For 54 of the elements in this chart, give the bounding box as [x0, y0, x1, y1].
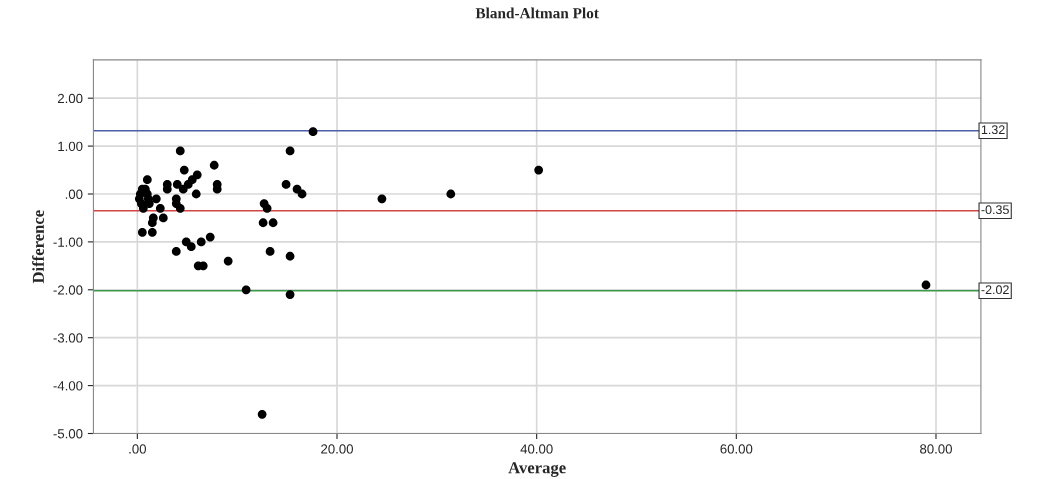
point	[175, 203, 185, 213]
point	[285, 251, 295, 261]
point	[262, 203, 272, 213]
point	[171, 247, 181, 256]
point	[205, 232, 215, 242]
y-tick-label: .00	[65, 189, 83, 199]
point	[285, 146, 295, 156]
ref-line-label: -2.02	[981, 285, 1009, 295]
point	[241, 285, 251, 295]
point	[534, 165, 544, 175]
point	[158, 213, 168, 223]
point	[257, 409, 267, 419]
x-tick-label: 20.00	[321, 444, 353, 454]
point	[209, 160, 219, 170]
x-tick-label: 80.00	[920, 444, 952, 454]
point	[285, 290, 295, 299]
point	[186, 242, 196, 252]
ref-line-label: -0.35	[981, 205, 1009, 215]
y-tick-label: 2.00	[57, 93, 83, 104]
y-tick-label: -2.00	[53, 285, 83, 295]
point	[297, 189, 307, 199]
point	[268, 218, 278, 228]
point	[191, 189, 201, 199]
x-tick-label: 40.00	[520, 444, 553, 454]
y-axis-title: Difference	[32, 210, 44, 284]
x-tick-label: .00	[129, 444, 146, 454]
point	[223, 256, 233, 266]
point	[137, 227, 147, 237]
point	[175, 146, 185, 156]
x-axis-title: Average	[508, 462, 566, 477]
point	[147, 227, 157, 237]
y-tick-label: -3.00	[53, 333, 83, 343]
point	[172, 180, 182, 189]
y-tick-label: -1.00	[53, 237, 83, 247]
point	[151, 194, 161, 204]
point	[258, 218, 268, 228]
x-tick-label: 60.00	[720, 444, 753, 454]
y-tick-label: -4.00	[53, 381, 83, 391]
chart-title: Bland-Altman Plot	[475, 7, 599, 19]
point	[179, 165, 189, 175]
ref-line-label: 1.32	[981, 125, 1005, 135]
point	[921, 280, 931, 290]
point	[196, 237, 206, 247]
point	[155, 203, 165, 213]
point	[147, 218, 157, 228]
point	[377, 194, 387, 204]
point	[178, 184, 188, 194]
point	[446, 189, 456, 199]
y-tick-label: 1.00	[58, 141, 83, 152]
point	[265, 247, 275, 256]
point	[142, 175, 152, 185]
y-tick-label: -5.00	[53, 429, 83, 439]
point	[281, 180, 291, 189]
point	[308, 127, 318, 137]
